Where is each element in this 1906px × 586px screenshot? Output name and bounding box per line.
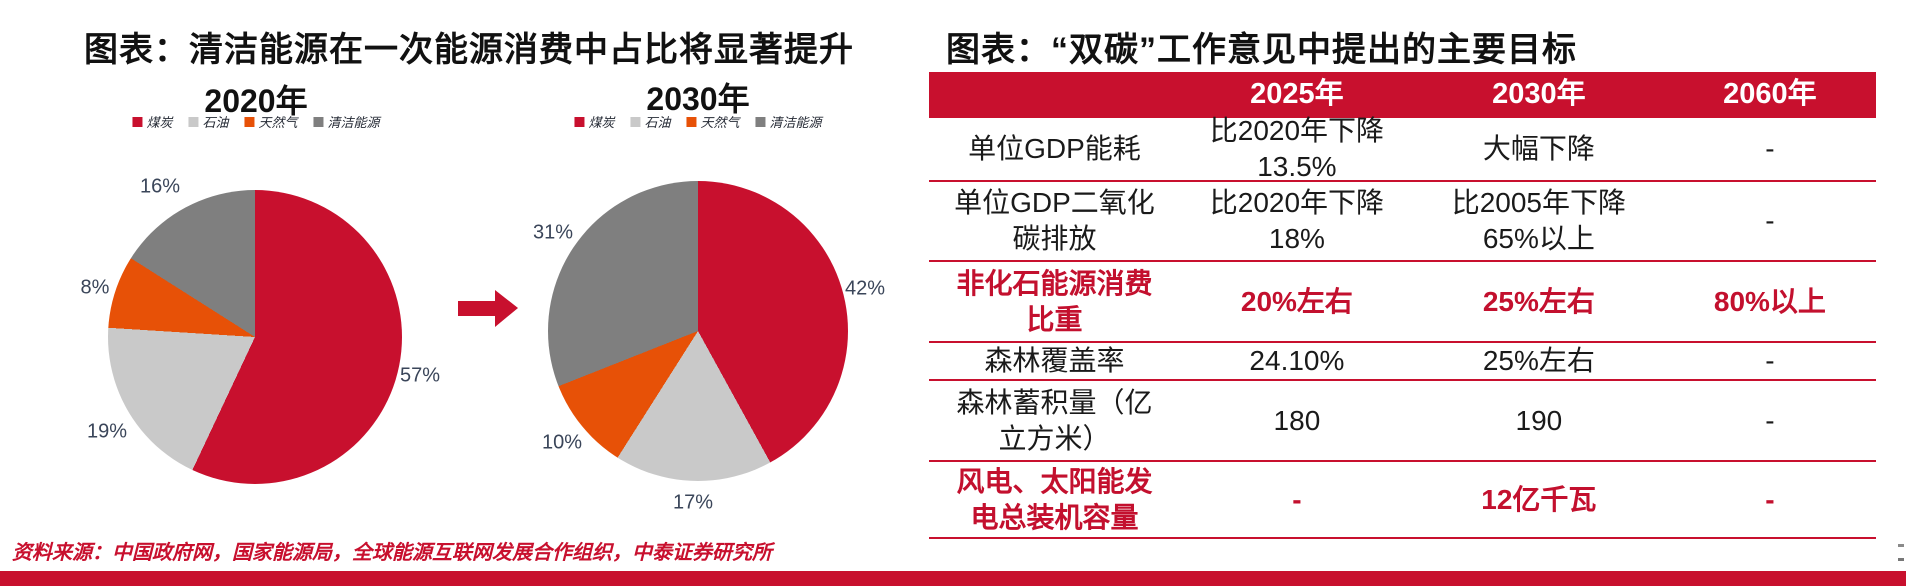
- pie-2020-legend: 煤炭 石油 天然气 清洁能源: [132, 112, 380, 131]
- legend-item: 清洁能源: [313, 112, 380, 131]
- pie-2030-legend: 煤炭 石油 天然气 清洁能源: [574, 112, 822, 131]
- cell: 80%以上: [1713, 285, 1826, 317]
- legend-label: 石油: [644, 115, 671, 130]
- cell: 25%左右: [1482, 285, 1595, 317]
- cell: -: [1765, 483, 1775, 515]
- header-cell-empty: [929, 72, 1180, 118]
- legend-swatch-icon: [755, 116, 766, 127]
- header-cell-2060: 2060年: [1723, 78, 1817, 111]
- header-cell-2030: 2030年: [1492, 78, 1586, 111]
- cell: -: [1292, 483, 1302, 515]
- pie-2020-year-label: 2020年: [204, 83, 308, 119]
- legend-label: 煤炭: [588, 115, 615, 130]
- table-row-wind-solar-capacity: 风电、太阳能发 电总装机容量 - 12亿千瓦 -: [929, 462, 1876, 539]
- legend-item: 清洁能源: [755, 112, 822, 131]
- legend-item: 天然气: [244, 112, 298, 131]
- legend-swatch-icon: [188, 116, 199, 127]
- pie-2030: [548, 181, 848, 481]
- legend-label: 天然气: [700, 115, 740, 130]
- cell: 24.10%: [1249, 345, 1345, 377]
- table-row-nonfossil-share: 非化石能源消费 比重 20%左右 25%左右 80%以上: [929, 262, 1876, 343]
- pie-label-oil-2020: 19%: [86, 420, 128, 443]
- legend-item: 煤炭: [574, 112, 614, 131]
- cell: 比2020年下降 13.5%: [1209, 115, 1385, 182]
- source-note: 资料来源：中国政府网，国家能源局，全球能源互联网发展合作组织，中泰证券研究所: [12, 542, 772, 564]
- row-label: 非化石能源消费 比重: [956, 267, 1153, 335]
- row-label: 森林覆盖率: [984, 345, 1125, 377]
- legend-swatch-icon: [132, 116, 143, 127]
- page-number-fragment: [1896, 544, 1906, 564]
- cell: 20%左右: [1240, 285, 1353, 317]
- cell: 12亿千瓦: [1481, 483, 1597, 515]
- left-chart-title: 图表：清洁能源在一次能源消费中占比将显著提升: [84, 31, 854, 69]
- legend-swatch-icon: [574, 116, 585, 127]
- dual-carbon-goals-table: 2025年 2030年 2060年 单位GDP能耗 比2020年下降 13.5%…: [929, 72, 1876, 539]
- legend-item: 煤炭: [132, 112, 172, 131]
- pie-2030-year-label: 2030年: [646, 81, 750, 117]
- table-row-forest-stock: 森林蓄积量（亿 立方米） 180 190 -: [929, 381, 1876, 462]
- legend-label: 煤炭: [146, 115, 173, 130]
- legend-swatch-icon: [686, 116, 697, 127]
- cell: -: [1765, 404, 1775, 436]
- cell: -: [1765, 345, 1775, 377]
- arrow-head: [495, 290, 518, 327]
- legend-swatch-icon: [313, 116, 324, 127]
- table-row-gdp-co2: 单位GDP二氧化 碳排放 比2020年下降 18% 比2005年下降 65%以上…: [929, 182, 1876, 262]
- cell: 大幅下降: [1482, 133, 1595, 165]
- cell: 180: [1273, 404, 1321, 436]
- header-cell-2025: 2025年: [1250, 78, 1344, 111]
- legend-item: 石油: [630, 112, 671, 131]
- cell: -: [1765, 205, 1775, 237]
- pie-label-clean-2030: 31%: [532, 221, 574, 244]
- legend-label: 清洁能源: [327, 115, 380, 130]
- legend-label: 石油: [202, 115, 229, 130]
- row-label: 风电、太阳能发 电总装机容量: [956, 465, 1153, 533]
- legend-label: 天然气: [258, 115, 298, 130]
- row-label: 单位GDP二氧化 碳排放: [954, 187, 1155, 254]
- cell: -: [1765, 133, 1775, 165]
- cell: 190: [1515, 404, 1563, 436]
- pie-2020: [108, 190, 402, 484]
- cell: 比2005年下降 65%以上: [1451, 187, 1626, 254]
- pie-label-coal-2030: 42%: [844, 277, 886, 300]
- bottom-accent-bar: [0, 571, 1906, 586]
- table-row-gdp-energy: 单位GDP能耗 比2020年下降 13.5% 大幅下降 -: [929, 115, 1876, 182]
- table-header-row: 2025年 2030年 2060年: [929, 72, 1876, 118]
- pie-label-clean-2020: 16%: [139, 175, 181, 198]
- table-row-forest-coverage: 森林覆盖率 24.10% 25%左右 -: [929, 343, 1876, 381]
- legend-swatch-icon: [630, 116, 641, 127]
- pie-label-oil-2030: 17%: [672, 491, 714, 514]
- cell: 比2020年下降 18%: [1209, 187, 1385, 254]
- legend-item: 天然气: [686, 112, 740, 131]
- legend-label: 清洁能源: [769, 115, 822, 130]
- pie-label-gas-2030: 10%: [541, 431, 583, 454]
- row-label: 单位GDP能耗: [968, 133, 1141, 165]
- legend-swatch-icon: [244, 116, 255, 127]
- legend-item: 石油: [188, 112, 229, 131]
- pie-label-coal-2020: 57%: [399, 364, 441, 387]
- row-label: 森林蓄积量（亿 立方米）: [956, 386, 1153, 454]
- table-title: 图表：“双碳”工作意见中提出的主要目标: [946, 31, 1577, 69]
- pie-label-gas-2020: 8%: [80, 276, 110, 299]
- cell: 25%左右: [1482, 345, 1595, 377]
- arrow-shaft: [458, 301, 496, 316]
- right-arrow-icon: [458, 290, 518, 327]
